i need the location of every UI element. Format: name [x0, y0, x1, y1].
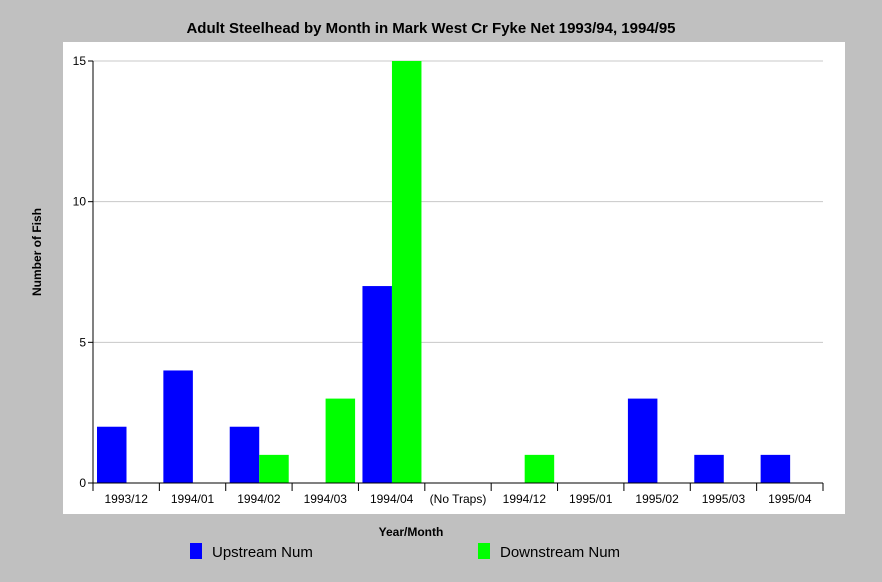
x-tick-label: 1994/12 [503, 492, 547, 506]
x-tick-label: 1994/03 [304, 492, 348, 506]
bar-downstream-2 [259, 454, 289, 483]
bar-upstream-10 [760, 454, 791, 483]
plot-panel [63, 42, 845, 514]
x-tick-label: 1995/04 [768, 492, 812, 506]
x-tick-label: 1995/01 [569, 492, 613, 506]
legend: Upstream Num Downstream Num [190, 543, 620, 561]
bar-upstream-2 [229, 426, 260, 483]
x-tick-label: (No Traps) [430, 492, 487, 506]
chart-title: Adult Steelhead by Month in Mark West Cr… [186, 20, 675, 37]
bar-upstream-0 [97, 426, 127, 483]
bar-downstream-6 [524, 454, 555, 483]
y-axis-title: Number of Fish [30, 208, 44, 296]
grid-lines [93, 60, 823, 343]
x-ticks: 1993/12 1994/01 1994/02 1994/03 1994/04 (No T… [92, 483, 824, 506]
bar-upstream-1 [163, 370, 193, 483]
y-tick-label: 5 [79, 335, 86, 349]
bar-upstream-4 [362, 286, 392, 483]
x-tick-label: 1995/02 [635, 492, 679, 506]
x-tick-label: 1993/12 [104, 492, 148, 506]
y-tick-label: 0 [79, 476, 86, 490]
bar-upstream-9 [694, 454, 724, 483]
axes [92, 61, 823, 484]
legend-label: Upstream Num [212, 544, 313, 561]
x-tick-label: 1994/01 [171, 492, 215, 506]
bar-upstream-8 [627, 398, 658, 483]
x-tick-label: 1994/04 [370, 492, 414, 506]
y-ticks: 0 5 10 15 [73, 54, 93, 490]
bars [97, 61, 791, 483]
bar-downstream-3 [325, 398, 356, 483]
y-tick-label: 10 [73, 195, 87, 209]
bar-downstream-4 [391, 61, 422, 483]
legend-swatch [478, 543, 490, 559]
x-tick-label: 1995/03 [702, 492, 746, 506]
y-tick-label: 15 [73, 54, 87, 68]
legend-label: Downstream Num [500, 544, 620, 561]
legend-swatch [190, 543, 202, 559]
x-axis-title: Year/Month [379, 525, 444, 539]
x-tick-label: 1994/02 [237, 492, 281, 506]
